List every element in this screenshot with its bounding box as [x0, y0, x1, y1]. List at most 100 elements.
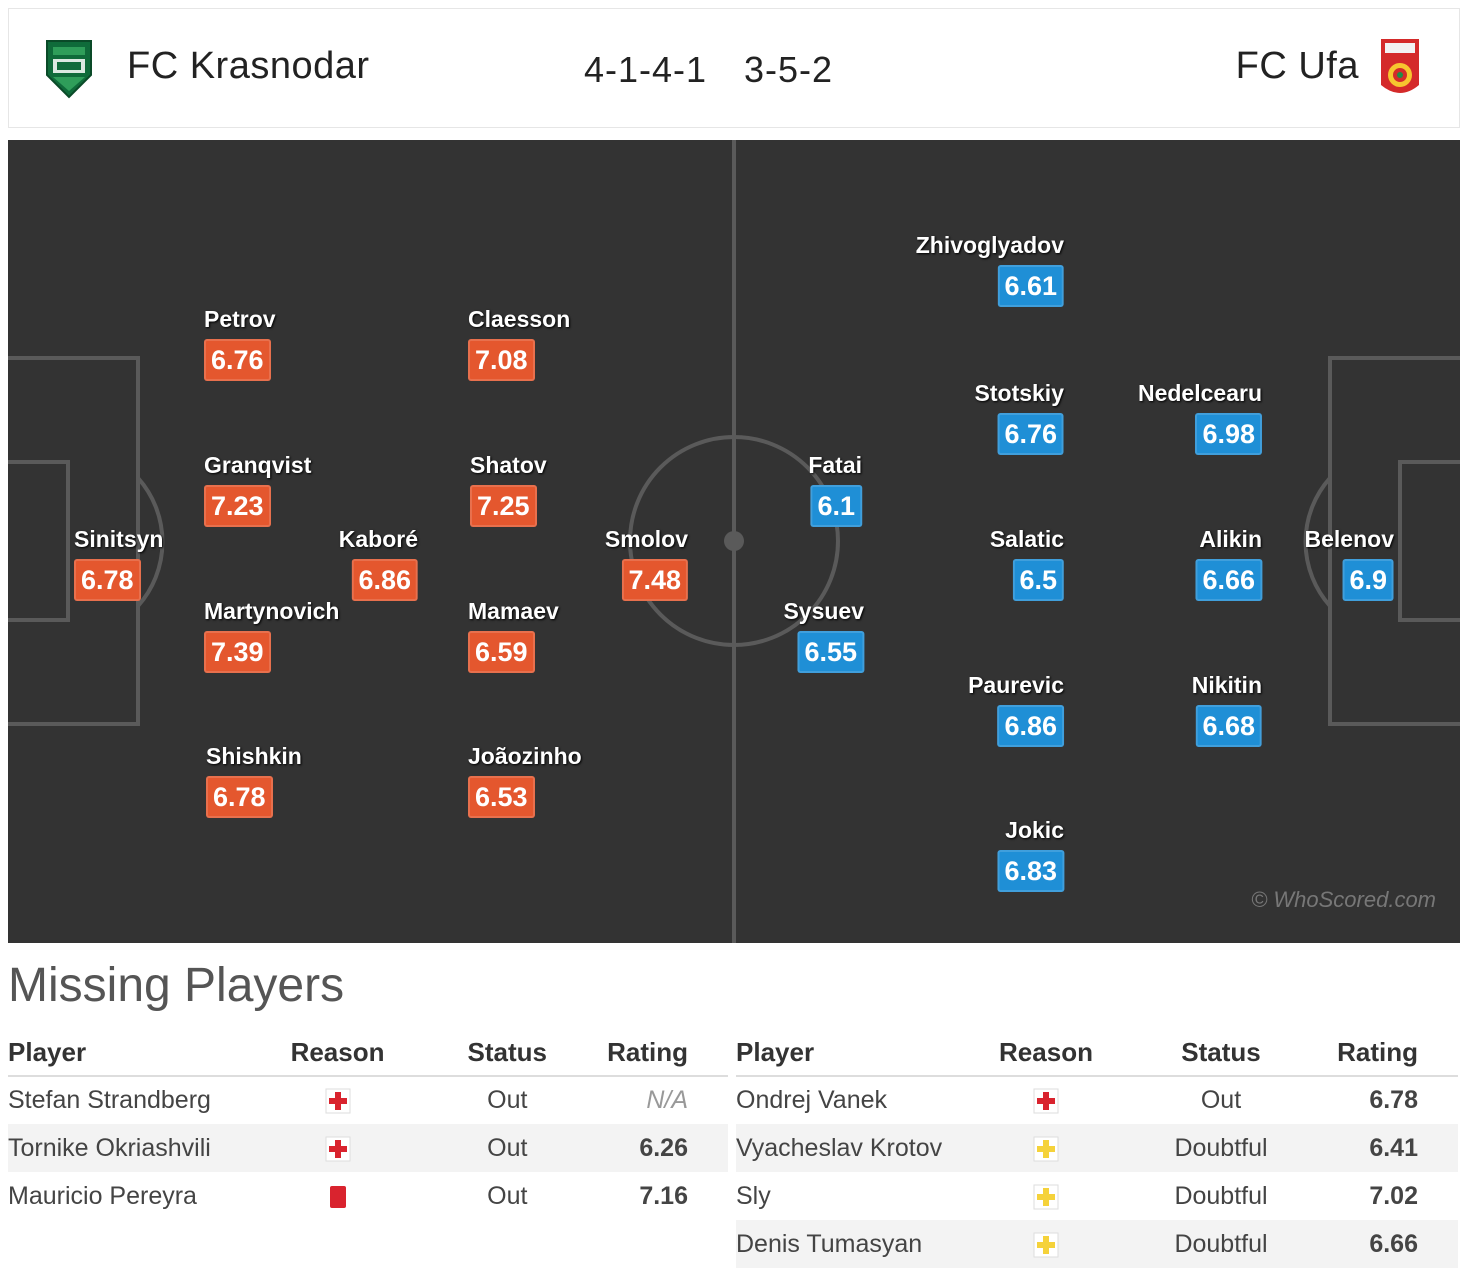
- missing-player-name[interactable]: Mauricio Pereyra: [8, 1181, 197, 1210]
- player-rating: 6.86: [997, 705, 1064, 747]
- injury-icon: [268, 1076, 408, 1124]
- player-fatai[interactable]: Fatai 6.1: [808, 452, 862, 527]
- table-row: Mauricio Pereyra Out 7.16: [8, 1172, 728, 1220]
- player-name: Sinitsyn: [74, 526, 164, 552]
- player-rating: 6.76: [997, 413, 1064, 455]
- player-name: Claesson: [468, 306, 571, 332]
- player-rating: 6.5: [1012, 559, 1064, 601]
- player-name: Alikin: [1199, 526, 1262, 552]
- missing-players-title: Missing Players: [8, 959, 345, 1012]
- player-martynovich[interactable]: Martynovich 7.39: [204, 598, 339, 673]
- col-rating: Rating: [607, 1030, 728, 1077]
- missing-status: Doubtful: [1174, 1181, 1268, 1210]
- player-petrov[interactable]: Petrov 6.76: [204, 306, 276, 381]
- krasnodar-crest-icon[interactable]: [39, 35, 99, 101]
- col-status: Status: [1116, 1030, 1326, 1077]
- missing-rating: 6.78: [1369, 1086, 1418, 1114]
- player-mamaev[interactable]: Mamaev 6.59: [468, 598, 559, 673]
- player-name: Nedelcearu: [1137, 380, 1262, 406]
- player-zhivoglyadov[interactable]: Zhivoglyadov 6.61: [916, 232, 1064, 307]
- away-team-name[interactable]: FC Ufa: [1235, 45, 1359, 87]
- player-jokic[interactable]: Jokic 6.83: [997, 817, 1064, 892]
- player-rating: 6.98: [1195, 413, 1262, 455]
- table-row: Tornike Okriashvili Out 6.26: [8, 1124, 728, 1172]
- table-row: Vyacheslav Krotov Doubtful 6.41: [736, 1124, 1458, 1172]
- player-name: Smolov: [604, 526, 688, 552]
- player-alikin[interactable]: Alikin 6.66: [1195, 526, 1262, 601]
- missing-rating: 7.02: [1369, 1181, 1418, 1210]
- player-sinitsyn[interactable]: Sinitsyn 6.78: [74, 526, 163, 601]
- away-missing-table: Player Reason Status Rating Ondrej Vanek…: [736, 1030, 1458, 1268]
- missing-rating: 6.41: [1326, 1124, 1458, 1172]
- away-formation: 3-5-2: [744, 49, 834, 90]
- ufa-crest-icon[interactable]: [1377, 35, 1423, 101]
- table-row: Sly Doubtful 7.02: [736, 1172, 1458, 1220]
- col-reason: Reason: [267, 1030, 408, 1077]
- table-row: Denis Tumasyan Doubtful 6.66: [736, 1220, 1458, 1268]
- injury-icon: [267, 1124, 408, 1172]
- away-missing-rows: Ondrej Vanek Out 6.78 Vyacheslav Krotov Doub…: [736, 1076, 1458, 1268]
- doubtful-icon: [976, 1124, 1116, 1172]
- missing-player-name[interactable]: Vyacheslav Krotov: [736, 1124, 976, 1172]
- player-stotskiy[interactable]: Stotskiy 6.76: [975, 380, 1064, 455]
- player-nedelcearu[interactable]: Nedelcearu 6.98: [1138, 380, 1262, 455]
- player-claesson[interactable]: Claesson 7.08: [468, 306, 570, 381]
- match-header: FC Krasnodar 4-1-4-1 3-5-2 FC Ufa: [8, 8, 1460, 128]
- player-rating: 7.23: [204, 485, 271, 527]
- missing-player-name[interactable]: Denis Tumasyan: [736, 1220, 976, 1268]
- missing-status: Doubtful: [1116, 1124, 1326, 1172]
- injury-icon: [976, 1076, 1116, 1124]
- player-rating: 6.9: [1342, 559, 1394, 601]
- home-team-name[interactable]: FC Krasnodar: [127, 45, 370, 87]
- player-name: Shishkin: [206, 743, 302, 769]
- col-rating: Rating: [1326, 1030, 1458, 1077]
- player-name: Joãozinho: [468, 743, 582, 769]
- player-name: Paurevic: [968, 672, 1064, 698]
- player-rating: 6.1: [810, 485, 862, 527]
- doubtful-icon: [976, 1172, 1116, 1220]
- missing-player-name[interactable]: Stefan Strandberg: [8, 1086, 211, 1114]
- home-formation: 4-1-4-1: [584, 49, 708, 90]
- player-name: Martynovich: [204, 598, 340, 624]
- player-name: Jokic: [1005, 817, 1064, 843]
- player-salatic[interactable]: Salatic 6.5: [990, 526, 1064, 601]
- missing-status: Out: [487, 1086, 528, 1114]
- player-name: Petrov: [204, 306, 276, 332]
- player-smolov[interactable]: Smolov 7.48: [605, 526, 688, 601]
- player-name: Zhivoglyadov: [915, 232, 1064, 258]
- player-name: Stotskiy: [974, 380, 1064, 406]
- missing-player-name[interactable]: Ondrej Vanek: [736, 1086, 888, 1114]
- missing-rating: 6.66: [1326, 1220, 1458, 1268]
- player-joaozinho[interactable]: Joãozinho 6.53: [468, 743, 582, 818]
- doubtful-icon: [976, 1220, 1116, 1268]
- missing-status: Out: [407, 1124, 608, 1172]
- missing-player-name[interactable]: Sly: [736, 1181, 771, 1210]
- player-belenov[interactable]: Belenov 6.9: [1305, 526, 1394, 601]
- player-name: Salatic: [989, 526, 1064, 552]
- missing-rating: 7.16: [639, 1181, 688, 1210]
- player-shatov[interactable]: Shatov 7.25: [470, 452, 547, 527]
- player-name: Fatai: [808, 452, 862, 478]
- missing-status: Doubtful: [1116, 1220, 1326, 1268]
- player-rating: 7.08: [468, 339, 535, 381]
- player-kabore[interactable]: Kaboré 6.86: [339, 526, 418, 601]
- red-card-icon: [268, 1172, 408, 1220]
- player-rating: 7.25: [470, 485, 537, 527]
- player-shishkin[interactable]: Shishkin 6.78: [206, 743, 302, 818]
- player-name: Sysuev: [783, 598, 864, 624]
- player-rating: 6.61: [997, 265, 1064, 307]
- missing-rating: 6.26: [607, 1124, 728, 1172]
- player-rating: 6.78: [74, 559, 141, 601]
- player-sysuev[interactable]: Sysuev 6.55: [783, 598, 864, 673]
- player-nikitin[interactable]: Nikitin 6.68: [1192, 672, 1262, 747]
- player-rating: 7.39: [204, 631, 271, 673]
- player-name: Kaboré: [338, 526, 418, 552]
- missing-status: Out: [1200, 1086, 1242, 1114]
- player-name: Nikitin: [1191, 672, 1262, 698]
- player-name: Belenov: [1304, 526, 1394, 552]
- missing-player-name[interactable]: Tornike Okriashvili: [8, 1124, 268, 1172]
- pitch: Sinitsyn 6.78 Petrov 6.76 Granqvist 7.23…: [8, 140, 1460, 943]
- player-rating: 6.66: [1195, 559, 1262, 601]
- player-granqvist[interactable]: Granqvist 7.23: [204, 452, 311, 527]
- player-paurevic[interactable]: Paurevic 6.86: [968, 672, 1064, 747]
